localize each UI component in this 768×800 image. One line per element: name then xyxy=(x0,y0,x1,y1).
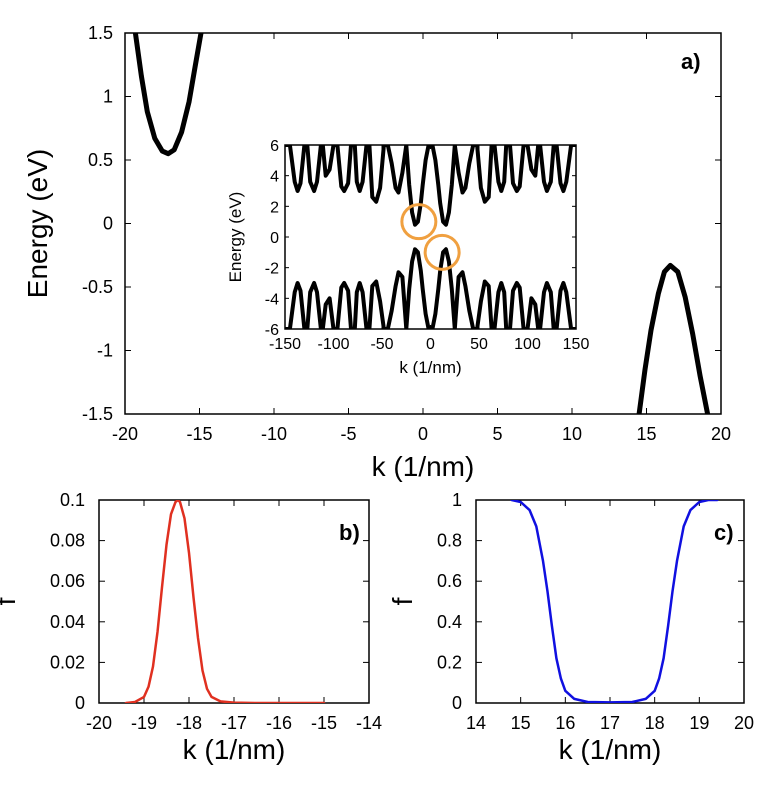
y-tick-label-b: 0.08 xyxy=(50,531,85,551)
y-tick-label-c: 0.4 xyxy=(437,612,462,632)
y-tick-label-inset: -2 xyxy=(265,261,279,278)
series-line-a-0 xyxy=(132,33,204,157)
y-tick-label-b: 0.1 xyxy=(60,490,85,510)
x-tick-label-b: -18 xyxy=(176,713,202,733)
x-tick-label-a: 15 xyxy=(636,424,656,444)
panel-label-c: c) xyxy=(714,520,734,545)
series-line-inset-1 xyxy=(430,145,576,227)
highlight-circle-0 xyxy=(400,203,438,241)
y-axis-label-a: Energy (eV) xyxy=(22,149,53,298)
y-tick-label-inset: 4 xyxy=(270,169,279,186)
y-tick-label-b: 0.04 xyxy=(50,612,85,632)
y-axis-label-c: f xyxy=(387,597,418,605)
series-line-inset-0 xyxy=(285,145,431,227)
y-tick-label-a: -1 xyxy=(97,341,113,361)
x-tick-label-b: -15 xyxy=(311,713,337,733)
y-tick-label-c: 1 xyxy=(452,490,462,510)
x-tick-label-a: 0 xyxy=(418,424,428,444)
y-tick-label-a: -0.5 xyxy=(82,277,113,297)
x-tick-label-inset: -100 xyxy=(317,336,349,353)
y-tick-label-inset: -6 xyxy=(265,322,279,339)
y-tick-label-b: 0.02 xyxy=(50,652,85,672)
x-tick-label-a: -5 xyxy=(340,424,356,444)
x-tick-label-c: 16 xyxy=(555,713,575,733)
y-tick-label-c: 0.2 xyxy=(437,652,462,672)
x-tick-label-a: -20 xyxy=(112,424,138,444)
x-axis-label-a: k (1/nm) xyxy=(372,451,475,482)
x-tick-label-c: 20 xyxy=(734,713,754,733)
y-axis-label-inset: Energy (eV) xyxy=(226,192,245,283)
plot-frame-b xyxy=(98,499,370,704)
x-tick-label-inset: -50 xyxy=(370,336,393,353)
x-axis-label-inset: k (1/nm) xyxy=(399,358,461,377)
panel-label-a: a) xyxy=(681,49,701,74)
plot-frame-c xyxy=(475,499,745,704)
x-tick-label-inset: 50 xyxy=(470,336,488,353)
panel-label-b: b) xyxy=(339,520,360,545)
series-line-b-0 xyxy=(124,500,326,703)
y-tick-label-inset: 6 xyxy=(270,138,279,155)
y-tick-label-inset: -4 xyxy=(265,291,279,308)
x-tick-label-c: 18 xyxy=(645,713,665,733)
highlight-circle-1 xyxy=(423,233,461,271)
x-tick-label-a: 5 xyxy=(492,424,502,444)
chart-c: 14 15 16 17 18 19 20 1 0.8 0.6 0.4 0.2 0 k (1/nm) f c) xyxy=(387,490,754,765)
y-tick-label-inset: 0 xyxy=(270,230,279,247)
x-tick-label-b: -17 xyxy=(221,713,247,733)
x-tick-label-a: -10 xyxy=(261,424,287,444)
x-axis-label-b: k (1/nm) xyxy=(183,734,286,765)
y-tick-label-a: 0.5 xyxy=(88,150,113,170)
y-tick-label-a: 1.5 xyxy=(88,23,113,43)
chart-b: -20 -19 -18 -17 -16 -15 -14 0.1 0.08 0.06 0.04 0.02… xyxy=(0,490,382,765)
x-tick-label-inset: -150 xyxy=(269,336,301,353)
x-tick-label-b: -14 xyxy=(356,713,382,733)
x-tick-label-a: 10 xyxy=(562,424,582,444)
x-tick-label-b: -19 xyxy=(131,713,157,733)
y-tick-label-b: 0.06 xyxy=(50,571,85,591)
x-axis-label-c: k (1/nm) xyxy=(559,734,662,765)
x-tick-label-c: 14 xyxy=(466,713,486,733)
y-tick-label-c: 0 xyxy=(452,693,462,713)
series-line-c-0 xyxy=(510,500,719,703)
series-line-inset-2 xyxy=(285,247,431,329)
series-line-a-1 xyxy=(636,262,711,414)
chart-a: -20 -15 -10 -5 0 5 10 15 201.510.50-0.5-1-1.5k (… xyxy=(22,23,731,482)
y-tick-label-c: 0.6 xyxy=(437,571,462,591)
y-tick-label-inset: 2 xyxy=(270,199,279,216)
y-tick-label-b: 0 xyxy=(75,693,85,713)
x-tick-label-a: -15 xyxy=(186,424,212,444)
y-tick-label-a: 0 xyxy=(103,214,113,234)
plot-background-inset xyxy=(285,145,576,329)
series-line-inset-3 xyxy=(430,247,576,329)
x-tick-label-c: 17 xyxy=(600,713,620,733)
chart-inset: -150 -100 -50 0 50 100 150 6 4 2 0 -2 -4 -6 k (1/nm) En… xyxy=(226,138,589,377)
y-axis-label-b: f xyxy=(0,597,21,605)
x-tick-label-c: 15 xyxy=(511,713,531,733)
x-tick-label-inset: 150 xyxy=(563,336,590,353)
y-tick-label-a: 1 xyxy=(103,87,113,107)
x-tick-label-b: -16 xyxy=(266,713,292,733)
y-tick-label-a: -1.5 xyxy=(82,404,113,424)
y-tick-label-c: 0.8 xyxy=(437,531,462,551)
x-tick-label-c: 19 xyxy=(689,713,709,733)
x-tick-label-b: -20 xyxy=(86,713,112,733)
x-tick-label-a: 20 xyxy=(711,424,731,444)
x-tick-label-inset: 100 xyxy=(514,336,541,353)
x-tick-label-inset: 0 xyxy=(426,336,435,353)
